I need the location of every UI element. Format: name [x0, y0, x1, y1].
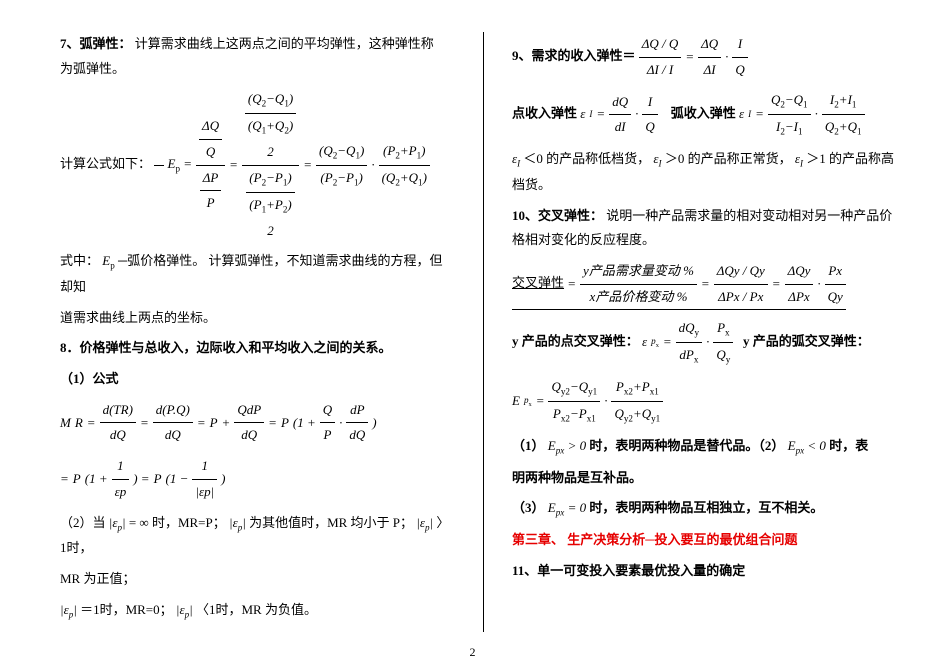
item-7-lead: 7、弧弹性： [60, 36, 132, 51]
item-8-2-a: = ∞ 时，MR=P； [129, 515, 226, 530]
r6-left: y 产品的点交叉弹性： [512, 334, 639, 349]
item-8-2-pre: （2）当 [60, 515, 106, 530]
cross-case-2b: 明两种物品是互补品。 [512, 466, 895, 491]
ch3-text: 第三章、 生产决策分析─投入要互的最优组合问题 [512, 532, 797, 547]
cross-num: y产品需求量变动 % [580, 259, 697, 285]
c2b: 明两种物品是互补品。 [512, 470, 642, 485]
item-7-note1: 式中： Ep ─弧价格弹性。 计算弧弹性，不知道需求曲线的方程，但却知 [60, 249, 443, 300]
cross-den: x产品价格变动 % [580, 285, 697, 310]
formula-prefix: 计算公式如下： [60, 156, 151, 171]
item-7-note2: 道需求曲线上两点的坐标。 [60, 306, 443, 331]
item-8-mrpos: MR 为正值； [60, 567, 443, 592]
item-9: 9、需求的收入弹性＝ ΔQ / QΔI / I = ΔQΔI · IQ [512, 32, 895, 82]
item-9-row2: 点收入弹性 εI = dQdI · IQ 弧收入弹性 εI = Q2−Q1I2−… [512, 88, 895, 141]
r3-b: ＞0 的产品称正常货， [665, 151, 792, 166]
item-8-3: |εp| ＝1时，MR=0； |εp| 〈1时，MR 为负值。 [60, 598, 443, 624]
left-column: 7、弧弹性： 计算需求曲线上这两点之间的平均弹性，这种弹性称为弧弹性。 计算公式… [60, 32, 443, 632]
item-9-lead: 9、需求的收入弹性＝ [512, 48, 636, 63]
c1-end: 时，表 [829, 438, 868, 453]
item-10-point: y 产品的点交叉弹性： εpx = dQydPx · PxQy y 产品的弧交叉… [512, 316, 895, 369]
note1-prefix: 式中： [60, 253, 99, 268]
item-8-2-b: 为其他值时，MR 均小于 P； [249, 515, 413, 530]
formula-mr: MR = d(TR)dQ = d(P.Q)dQ = P + QdPdQ = P(… [60, 398, 443, 448]
c1-pre: （1） [512, 438, 545, 453]
formula-arc: 计算公式如下： Ep = ΔQQ ΔPP = (Q2−Q1)(Q1+Q2)2 (… [60, 87, 443, 243]
note1-rest: ─弧价格弹性。 计算弧弹性，不知道需求曲线的方程，但却知 [60, 253, 442, 294]
item-7: 7、弧弹性： 计算需求曲线上这两点之间的平均弹性，这种弹性称为弧弹性。 [60, 32, 443, 81]
r2-mid: 弧收入弹性 [671, 106, 736, 121]
cross-case-1-2: （1） Epx > 0 时，表明两种物品是替代品。（2） Epx < 0 时，表 [512, 434, 895, 460]
item-10: 10、交叉弹性： 说明一种产品需求量的相对变动相对另一种产品价格相对变化的反应程… [512, 204, 895, 253]
item-11: 11、单一可变投入要素最优投入量的确定 [512, 559, 895, 584]
item-8-title: 8．价格弹性与总收入，边际收入和平均收入之间的关系。 [60, 336, 443, 361]
formula-mr-2: = P(1 + 1εp ) = P(1 − 1|εp| ) [60, 454, 443, 504]
formula-cross: 交叉弹性 = y产品需求量变动 %x产品价格变动 % = ΔQy / QyΔPx… [512, 259, 846, 310]
item-8-2: （2）当 |εp| = ∞ 时，MR=P； |εp| 为其他值时，MR 均小于 … [60, 511, 443, 562]
r6-right: y 产品的弧交叉弹性： [743, 334, 870, 349]
formula-cross-arc: Epx = Qy2−Qy1Px2−Px1 · Px2+Px1Qy2+Qy1 [512, 375, 895, 428]
item-8-1: （1）公式 [60, 367, 443, 392]
item-8-title-text: 8．价格弹性与总收入，边际收入和平均收入之间的关系。 [60, 340, 392, 355]
item-9-note: εI ＜0 的产品称低档货， εI ＞0 的产品称正常货， εI ＞1 的产品称… [512, 147, 895, 198]
cross-case-3: （3） Epx = 0 时，表明两种物品互相独立，互不相关。 [512, 496, 895, 522]
item-10-lead: 10、交叉弹性： [512, 208, 603, 223]
item-8-1-label: （1）公式 [60, 371, 119, 386]
r2-lead: 点收入弹性 [512, 106, 577, 121]
c1-mid: 时，表明两种物品是替代品。（2） [589, 438, 784, 453]
item-8-3-a: ＝1时，MR=0； [80, 602, 173, 617]
chapter-3-heading: 第三章、 生产决策分析─投入要互的最优组合问题 [512, 528, 895, 553]
c3-rest: 时，表明两种物品互相独立，互不相关。 [589, 500, 823, 515]
r3-a: ＜0 的产品称低档货， [523, 151, 650, 166]
c3-pre: （3） [512, 500, 545, 515]
page-number: 2 [0, 645, 945, 660]
right-column: 9、需求的收入弹性＝ ΔQ / QΔI / I = ΔQΔI · IQ 点收入弹… [483, 32, 895, 632]
item-8-3-b: 〈1时，MR 为负值。 [196, 602, 317, 617]
item-11-text: 11、单一可变投入要素最优投入量的确定 [512, 563, 745, 578]
cross-lead: 交叉弹性 [512, 275, 564, 290]
